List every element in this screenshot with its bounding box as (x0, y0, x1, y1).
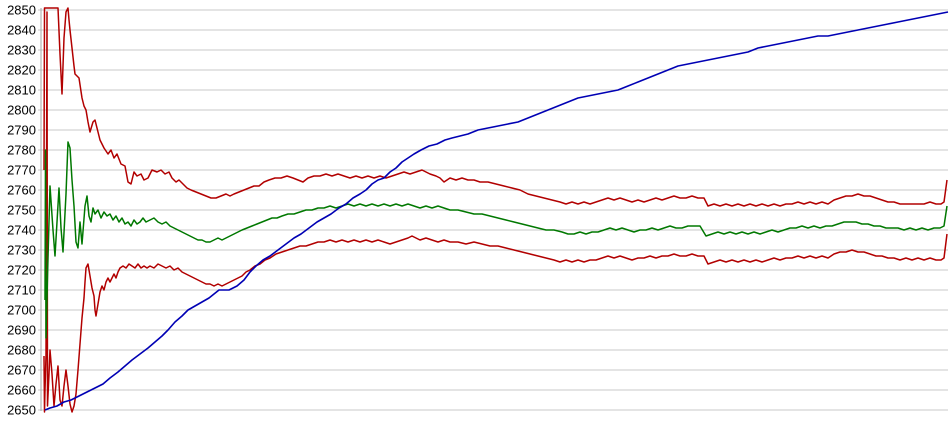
series-upper-band-red (43, 7, 948, 207)
y-tick-label: 2720 (7, 263, 36, 278)
y-tick-label: 2850 (7, 3, 36, 18)
y-tick-label: 2700 (7, 303, 36, 318)
y-tick-label: 2690 (7, 323, 36, 338)
series-lower-band-red (43, 11, 948, 413)
y-tick-label: 2760 (7, 183, 36, 198)
y-tick-label: 2790 (7, 123, 36, 138)
y-tick-label: 2660 (7, 383, 36, 398)
y-tick-label: 2650 (7, 403, 36, 418)
y-tick-label: 2680 (7, 343, 36, 358)
y-tick-label: 2810 (7, 83, 36, 98)
y-tick-label: 2770 (7, 163, 36, 178)
y-tick-label: 2750 (7, 203, 36, 218)
y-tick-label: 2730 (7, 243, 36, 258)
y-tick-label: 2800 (7, 103, 36, 118)
y-tick-label: 2830 (7, 43, 36, 58)
series-cumulative-blue (44, 11, 949, 411)
y-tick-label: 2740 (7, 223, 36, 238)
y-tick-label: 2820 (7, 63, 36, 78)
y-tick-label: 2780 (7, 143, 36, 158)
series-average-green (44, 141, 948, 339)
y-tick-label: 2840 (7, 23, 36, 38)
y-tick-label: 2710 (7, 283, 36, 298)
y-tick-label: 2670 (7, 363, 36, 378)
